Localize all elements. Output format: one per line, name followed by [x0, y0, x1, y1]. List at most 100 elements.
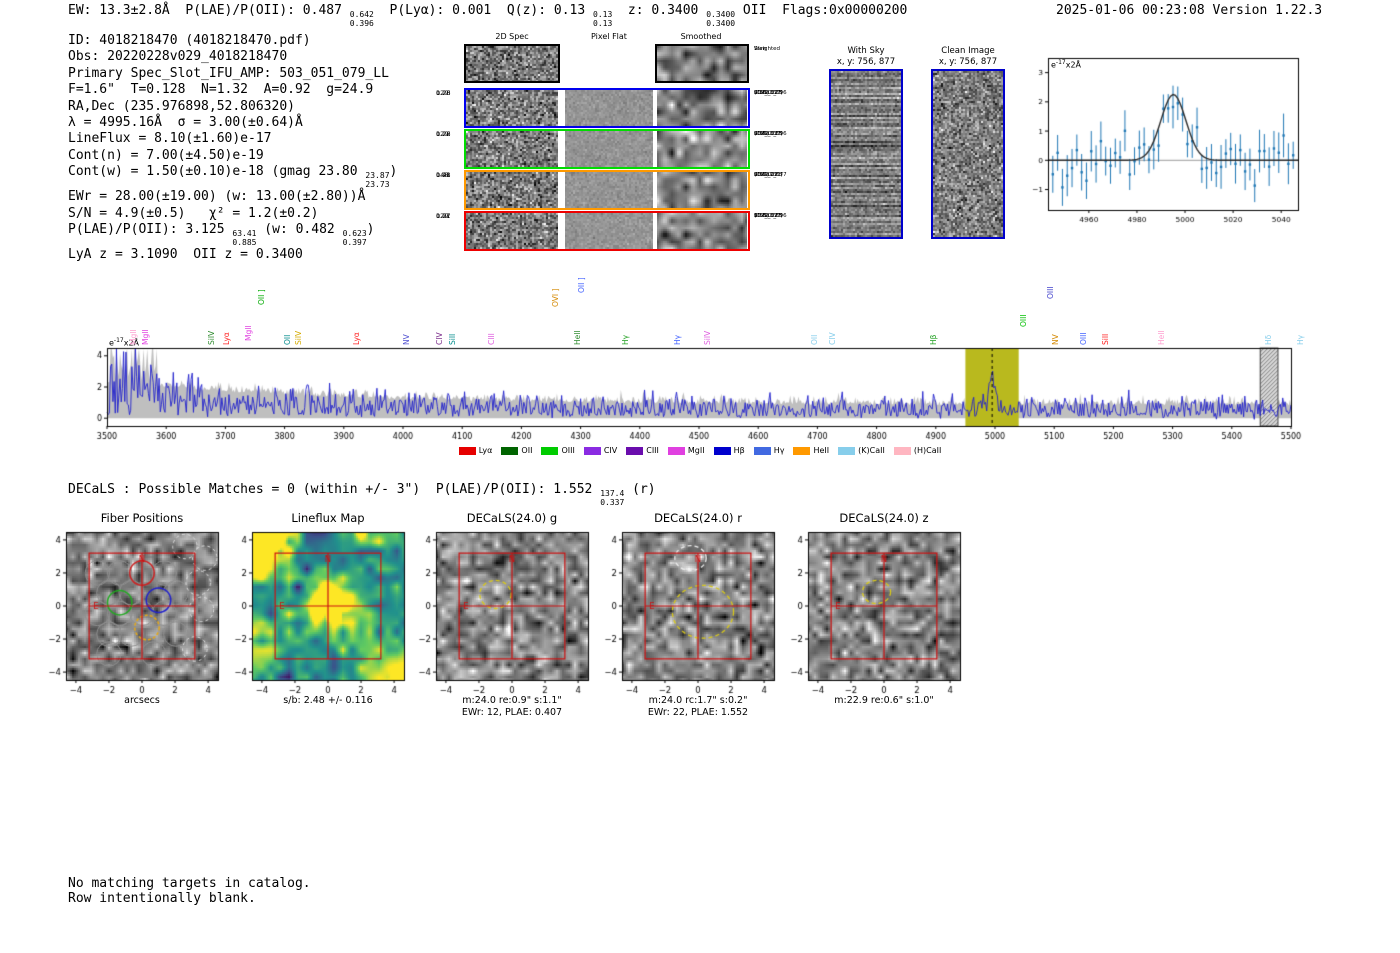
with-sky-image: [831, 71, 901, 237]
legend-swatch: [753, 446, 771, 455]
legend-swatch: [713, 446, 731, 455]
legend-item: Hγ: [753, 446, 785, 455]
clean-image-frame: [931, 69, 1005, 239]
info-line: P(LAE)/P(OII): 3.125 63.41 0.885 (w: 0.48…: [68, 222, 375, 247]
r-caption-2: EWr: 22, PLAE: 1.552: [647, 707, 749, 718]
stacked-value: 63.41 0.885: [232, 229, 257, 247]
legend-item: CIV: [583, 446, 617, 455]
info-line: EWr = 28.00(±19.00) (w: 13.00(±2.80))Å: [68, 189, 366, 205]
cutout-2d-image: [657, 46, 747, 81]
stacked-value: 0.3400 0.3400: [706, 10, 736, 28]
g-caption-1: m:24.0 re:0.9" s:1.1": [462, 695, 562, 706]
emission-line-label: OIII: [1018, 314, 1028, 327]
cutout-2d-image: [565, 213, 653, 249]
legend-label: HeII: [813, 446, 830, 455]
with-sky-coords: x, y: 756, 877: [836, 57, 896, 67]
stacked-value: 0.13 0.13: [593, 10, 613, 28]
legend-label: Hγ: [773, 446, 785, 455]
emission-line-label: HeII: [1157, 330, 1166, 345]
emission-line-label: SiII: [448, 333, 458, 345]
info-line: Primary Spec_Slot_IFU_AMP: 503_051_079_L…: [68, 65, 389, 81]
info-line: Cont(n) = 7.00(±4.50)e-19: [68, 147, 264, 163]
cutout-2d-row: [464, 211, 750, 251]
legend-label: OIII: [561, 446, 575, 455]
legend-label: CIII: [646, 446, 659, 455]
cutout-title-lineflux: Lineflux Map: [291, 511, 365, 525]
cutout-2d-col-title: Pixel Flat: [591, 32, 627, 41]
clean-image-title: Clean Image: [941, 46, 995, 56]
emission-line-label: OIII: [1078, 332, 1088, 345]
info-line: LyA z = 3.1090 OII z = 0.3400: [68, 247, 303, 263]
cutout-2d-image-box: [655, 44, 749, 83]
legend-swatch: [667, 446, 685, 455]
legend-item: (H)CaII: [893, 446, 942, 455]
cutout-2d-image: [466, 172, 558, 208]
cutout-2d-col-title: 2D Spec: [495, 32, 529, 41]
decals-g-cutout: [408, 526, 603, 704]
emission-line-label: MgII: [140, 329, 150, 345]
cutout-2d-image: [565, 131, 653, 167]
legend-label: OII: [521, 446, 533, 455]
emission-line-label: MgII: [244, 325, 254, 341]
decals-match-summary: DECaLS : Possible Matches = 0 (within +/…: [68, 482, 656, 507]
decals-z-cutout: [780, 526, 975, 704]
legend-label: Hβ: [733, 446, 745, 455]
emission-line-label: NV: [1051, 334, 1060, 345]
full-spectrum-plot: [60, 330, 1345, 460]
legend-swatch: [893, 446, 911, 455]
cutout-2d-image: [466, 131, 558, 167]
r-caption-1: m:24.0 rc:1.7" s:0.2": [648, 695, 748, 706]
info-line: Obs: 20220228v029_4018218470: [68, 49, 288, 65]
with-sky-title: With Sky: [847, 46, 885, 56]
detection-info-block: ID: 4018218470 (4018218470.pdf) Obs: 2022…: [68, 33, 397, 263]
info-line: RA,Dec (235.976898,52.806320): [68, 98, 295, 114]
legend-item: CIII: [626, 446, 659, 455]
emission-line-label: HeII: [572, 330, 582, 345]
no-match-text: No matching targets in catalog.: [68, 876, 311, 891]
clean-image: [933, 71, 1003, 237]
legend-swatch: [541, 446, 559, 455]
emission-line-label: CIV: [435, 332, 445, 345]
legend-item: (K)CaII: [838, 446, 885, 455]
stacked-value: 137.4 0.337: [600, 489, 625, 507]
emission-line-label: Hγ: [1296, 334, 1306, 345]
header-datetime-version: 2025-01-06 00:23:08 Version 1.22.3: [1056, 3, 1323, 18]
emission-line-label: OII: [809, 334, 819, 345]
emission-line-label: Hδ: [1264, 334, 1274, 345]
emission-line-label: OVI ]: [550, 288, 560, 307]
emission-line-label: Lyα: [221, 332, 231, 345]
legend-swatch: [838, 446, 856, 455]
emission-line-label: SiIV: [702, 330, 712, 345]
fit-plot-units-label: e-17x2Å: [1051, 59, 1082, 70]
cutout-2d-spec-block: 2D Spec Pixel Flat Smoothed Weighted Sum 0.26…: [436, 30, 826, 262]
emission-line-label: SiII: [1100, 333, 1110, 345]
info-line: Cont(w) = 1.50(±0.10)e-18 (gmag 23.80 23…: [68, 164, 398, 189]
emission-line-label: Hγ: [620, 334, 630, 345]
legend-swatch: [583, 446, 601, 455]
stacked-value: 0.642 0.396: [349, 10, 374, 28]
lineflux-map-cutout: [224, 526, 419, 704]
emission-line-label: Lyα: [351, 332, 361, 345]
legend-item: OII: [501, 446, 532, 455]
cutout-2d-image: [657, 213, 747, 249]
decals-r-cutout: [594, 526, 789, 704]
emission-line-label: OII ]: [257, 289, 267, 305]
fiber-positions-cutout: [38, 526, 233, 704]
info-line: LineFlux = 8.10(±1.60)e-17: [68, 131, 272, 147]
cutout-2d-row: [464, 129, 750, 169]
cutout-2d-image: [466, 46, 558, 81]
legend-swatch: [793, 446, 811, 455]
cutout-2d-image: [565, 172, 653, 208]
spectrum-units-label: e-17x2Å: [109, 337, 140, 348]
legend-item: MgII: [667, 446, 705, 455]
clean-image-coords: x, y: 756, 877: [938, 57, 998, 67]
cutout-2d-image: [657, 131, 747, 167]
line-fit-plot: [1018, 46, 1308, 232]
legend-item: Hβ: [713, 446, 745, 455]
header-summary: EW: 13.3±2.8Å P(LAE)/P(OII): 0.487 0.642…: [68, 3, 908, 28]
legend-label: (H)CaII: [913, 446, 942, 455]
cutout-2d-image: [565, 90, 653, 126]
legend-label: Lyα: [478, 446, 493, 455]
info-line: λ = 4995.16Å σ = 3.00(±0.64)Å: [68, 115, 303, 131]
emission-line-label: SiIV: [294, 330, 304, 345]
